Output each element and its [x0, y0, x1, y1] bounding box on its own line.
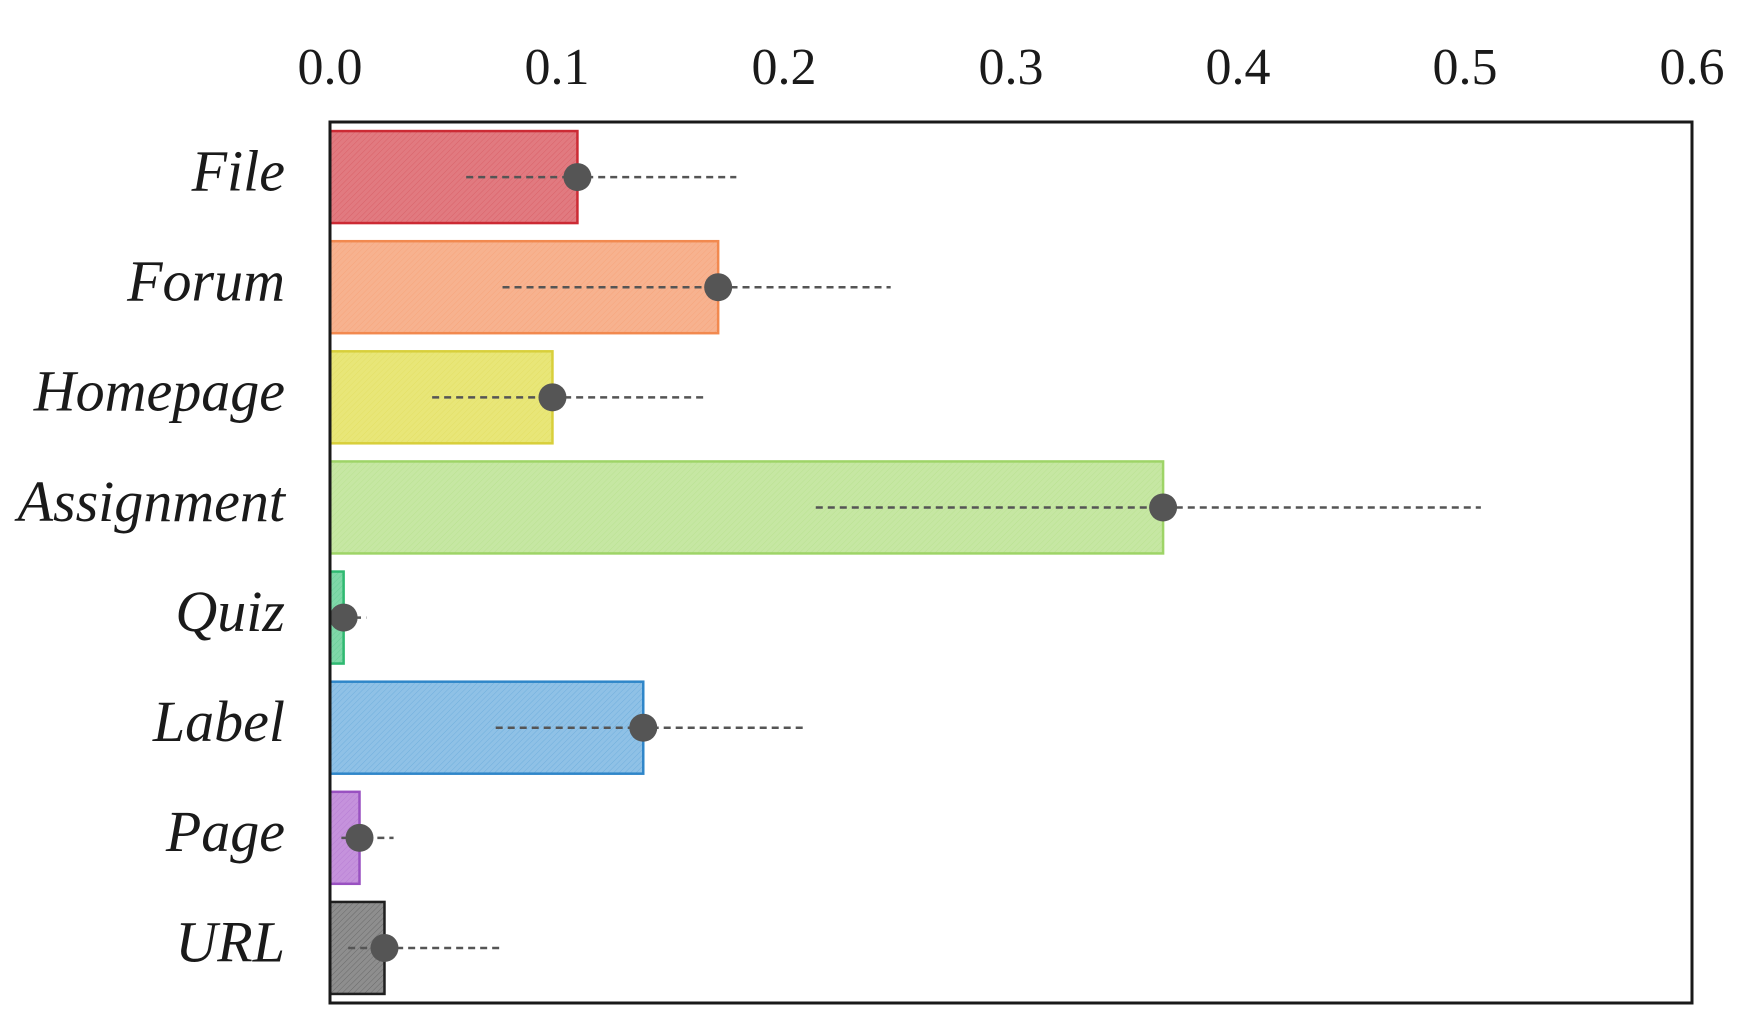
- x-axis-tick-labels: 0.0 0.1 0.2 0.3 0.4 0.5 0.6: [298, 39, 1725, 96]
- x-tick-label: 0.5: [1433, 39, 1498, 96]
- plot-frame: [328, 120, 1694, 1005]
- category-label: URL: [175, 909, 285, 974]
- mean-point: [538, 383, 567, 412]
- mean-point: [329, 603, 358, 632]
- category-label: Page: [165, 799, 285, 864]
- mean-point: [1149, 493, 1178, 522]
- bars: [328, 129, 1165, 996]
- mean-point: [345, 823, 374, 852]
- category-label: Quiz: [175, 579, 285, 644]
- mean-point: [563, 163, 592, 192]
- category-labels: File Forum Homepage Assignment Quiz Label Page…: [14, 138, 287, 974]
- mean-points: [329, 163, 1178, 962]
- category-label: Label: [152, 689, 285, 754]
- x-tick-label: 0.2: [752, 39, 817, 96]
- bar: [328, 680, 645, 775]
- x-tick-label: 0.4: [1206, 39, 1271, 96]
- category-label: Assignment: [14, 469, 287, 534]
- mean-point: [629, 713, 658, 742]
- x-tick-label: 0.6: [1660, 39, 1725, 96]
- x-tick-label: 0.0: [298, 39, 363, 96]
- category-label: Forum: [126, 249, 285, 314]
- mean-point: [370, 933, 399, 962]
- x-tick-label: 0.1: [525, 39, 590, 96]
- category-label: Homepage: [33, 359, 285, 424]
- bar: [328, 129, 579, 225]
- category-label: File: [191, 138, 285, 203]
- mean-point: [704, 273, 733, 302]
- x-tick-label: 0.3: [979, 39, 1044, 96]
- bar: [328, 350, 554, 445]
